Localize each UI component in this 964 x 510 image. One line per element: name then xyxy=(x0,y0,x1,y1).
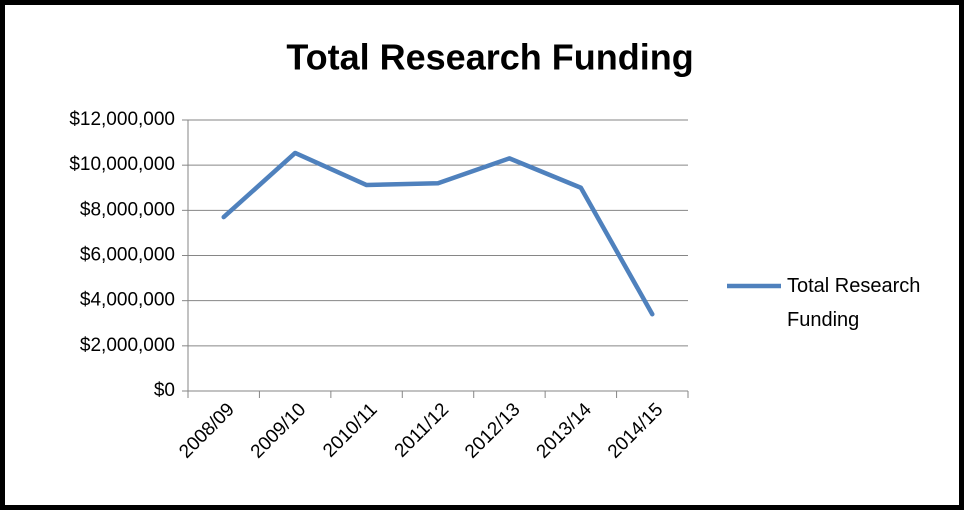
legend-label: Total Research Funding xyxy=(787,275,921,331)
y-tick-label: $4,000,000 xyxy=(80,290,175,311)
y-tick-label: $2,000,000 xyxy=(80,335,175,356)
y-tick-label: $12,000,000 xyxy=(69,109,175,130)
line-series xyxy=(221,150,655,317)
y-tick-label: $10,000,000 xyxy=(69,154,175,175)
legend-entry: Total Research Funding xyxy=(787,275,921,331)
y-tick-label: $0 xyxy=(154,380,175,401)
y-tick-label: $8,000,000 xyxy=(80,199,175,220)
chart-title: Total Research Funding xyxy=(286,37,693,78)
y-tick-label: $6,000,000 xyxy=(80,245,175,266)
